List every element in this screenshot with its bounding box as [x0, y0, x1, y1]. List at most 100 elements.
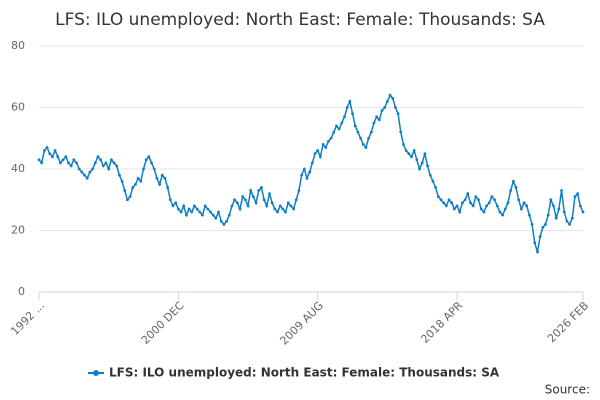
data-point [493, 198, 496, 202]
data-point [179, 210, 183, 214]
data-point [158, 182, 161, 186]
data-point [254, 201, 258, 205]
data-point [324, 146, 328, 149]
data-point [241, 195, 245, 199]
data-point [131, 186, 135, 189]
data-point [431, 179, 435, 183]
data-point [72, 158, 76, 162]
data-point [528, 213, 531, 217]
data-point [222, 222, 226, 226]
data-point [88, 170, 92, 174]
data-point [461, 201, 464, 205]
data-point [56, 155, 60, 159]
data-point [273, 207, 277, 211]
data-point [59, 161, 62, 165]
data-point [219, 219, 223, 223]
data-point [128, 195, 132, 199]
data-point [511, 179, 515, 183]
data-point [101, 164, 105, 168]
data-point [369, 130, 373, 134]
data-point [61, 158, 65, 162]
data-point [174, 201, 178, 205]
data-point [522, 201, 526, 205]
data-point [99, 158, 103, 162]
data-point [117, 173, 121, 177]
data-point [487, 201, 491, 205]
data-point [184, 213, 188, 217]
data-point [485, 204, 488, 208]
data-point [195, 207, 199, 211]
data-point [538, 235, 542, 239]
data-point [412, 149, 416, 152]
data-point [302, 167, 306, 171]
data-point [380, 109, 384, 112]
data-point [353, 124, 357, 128]
data-point [168, 198, 172, 202]
data-point [284, 210, 287, 214]
data-point [160, 173, 164, 177]
data-point [286, 201, 290, 205]
data-point [394, 106, 397, 109]
data-point [560, 189, 563, 192]
data-point [42, 149, 46, 152]
data-point [112, 161, 116, 165]
data-point [134, 182, 137, 186]
data-point [345, 106, 349, 109]
data-point [434, 186, 438, 189]
data-point [530, 222, 534, 226]
legend-label: LFS: ILO unemployed: North East: Female:… [109, 366, 500, 380]
data-point [150, 161, 153, 165]
data-point [356, 130, 360, 134]
data-point [260, 186, 263, 189]
data-point [310, 161, 314, 165]
data-point [423, 152, 427, 156]
data-point [225, 219, 228, 223]
data-point [329, 136, 333, 140]
data-point [139, 179, 143, 183]
data-point [557, 207, 561, 211]
y-tick-label: 40 [11, 162, 25, 175]
data-point [281, 207, 285, 211]
data-point [209, 210, 212, 214]
data-point [399, 130, 403, 134]
data-point [230, 204, 234, 208]
data-point [469, 201, 472, 205]
data-point [163, 176, 167, 180]
data-point [292, 207, 295, 211]
data-point [562, 210, 566, 214]
data-point [388, 93, 392, 97]
data-point [335, 124, 338, 128]
data-point [308, 170, 312, 174]
data-point [233, 198, 237, 202]
data-point [447, 198, 451, 202]
data-point [533, 241, 537, 245]
data-point [415, 158, 419, 162]
data-point [297, 189, 301, 192]
data-point [546, 213, 550, 217]
data-point [514, 186, 518, 189]
data-point [83, 173, 86, 177]
data-point [243, 198, 247, 202]
data-point [50, 155, 54, 159]
data-point [442, 201, 446, 205]
data-point [187, 207, 191, 211]
data-point [198, 210, 202, 214]
data-point [359, 136, 362, 140]
data-point [316, 149, 320, 152]
data-point [115, 164, 119, 168]
data-point [93, 161, 97, 165]
data-point [407, 152, 411, 156]
data-point [482, 210, 486, 214]
data-point [439, 198, 443, 202]
data-point [565, 219, 569, 223]
data-point [126, 198, 129, 202]
data-point [410, 155, 413, 159]
data-point [265, 204, 269, 208]
data-point [193, 204, 196, 208]
data-point [294, 198, 298, 202]
data-point [402, 143, 405, 146]
data-point [262, 198, 266, 202]
data-point [404, 149, 408, 152]
data-point [466, 192, 470, 196]
data-point [351, 112, 354, 116]
